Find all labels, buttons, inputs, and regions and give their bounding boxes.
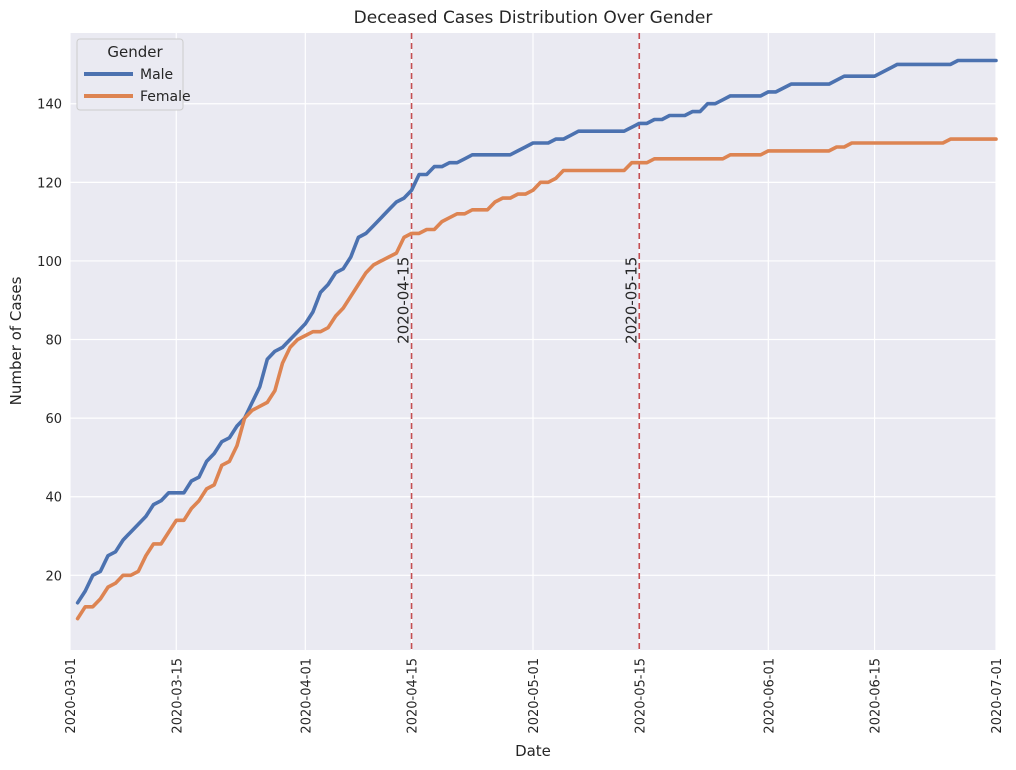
- x-tick-label: 2020-07-01: [990, 658, 1005, 734]
- x-tick-label: 2020-06-01: [762, 658, 777, 734]
- series-line-female: [75, 137, 998, 621]
- x-tick-labels: 2020-03-01 2020-03-15 2020-04-01 2020-04-15…: [64, 658, 1005, 734]
- chart-title: Deceased Cases Distribution Over Gender: [354, 8, 713, 28]
- reference-line-label: 2020-04-15: [395, 257, 413, 344]
- x-axis-label: Date: [515, 742, 551, 760]
- y-tick-label: 20: [45, 569, 62, 584]
- x-tick-label: 2020-03-01: [64, 658, 79, 734]
- legend-title: Gender: [107, 43, 163, 61]
- y-tick-label: 80: [45, 334, 62, 349]
- y-axis-label: Number of Cases: [7, 276, 25, 405]
- y-tick-label: 40: [45, 491, 62, 506]
- series-line-male: [75, 58, 998, 605]
- x-tick-label: 2020-04-15: [406, 658, 421, 734]
- x-tick-label: 2020-03-15: [170, 658, 185, 734]
- x-tick-label: 2020-04-01: [299, 658, 314, 734]
- y-tick-label: 60: [45, 412, 62, 427]
- legend-entry-female: Female: [140, 89, 191, 105]
- data-series: [75, 58, 998, 621]
- reference-lines: 2020-04-15 2020-05-15: [395, 33, 640, 650]
- y-tick-labels: 20 40 60 80 100 120 140: [37, 98, 62, 585]
- legend: Gender Male Female: [76, 38, 191, 111]
- x-tick-label: 2020-05-01: [527, 658, 542, 734]
- y-tick-label: 140: [37, 98, 62, 113]
- y-tick-label: 100: [37, 255, 62, 270]
- legend-entry-male: Male: [140, 67, 173, 83]
- x-tick-label: 2020-05-15: [633, 658, 648, 734]
- y-tick-label: 120: [37, 176, 62, 191]
- reference-line-label: 2020-05-15: [622, 257, 640, 344]
- x-tick-label: 2020-06-15: [869, 658, 884, 734]
